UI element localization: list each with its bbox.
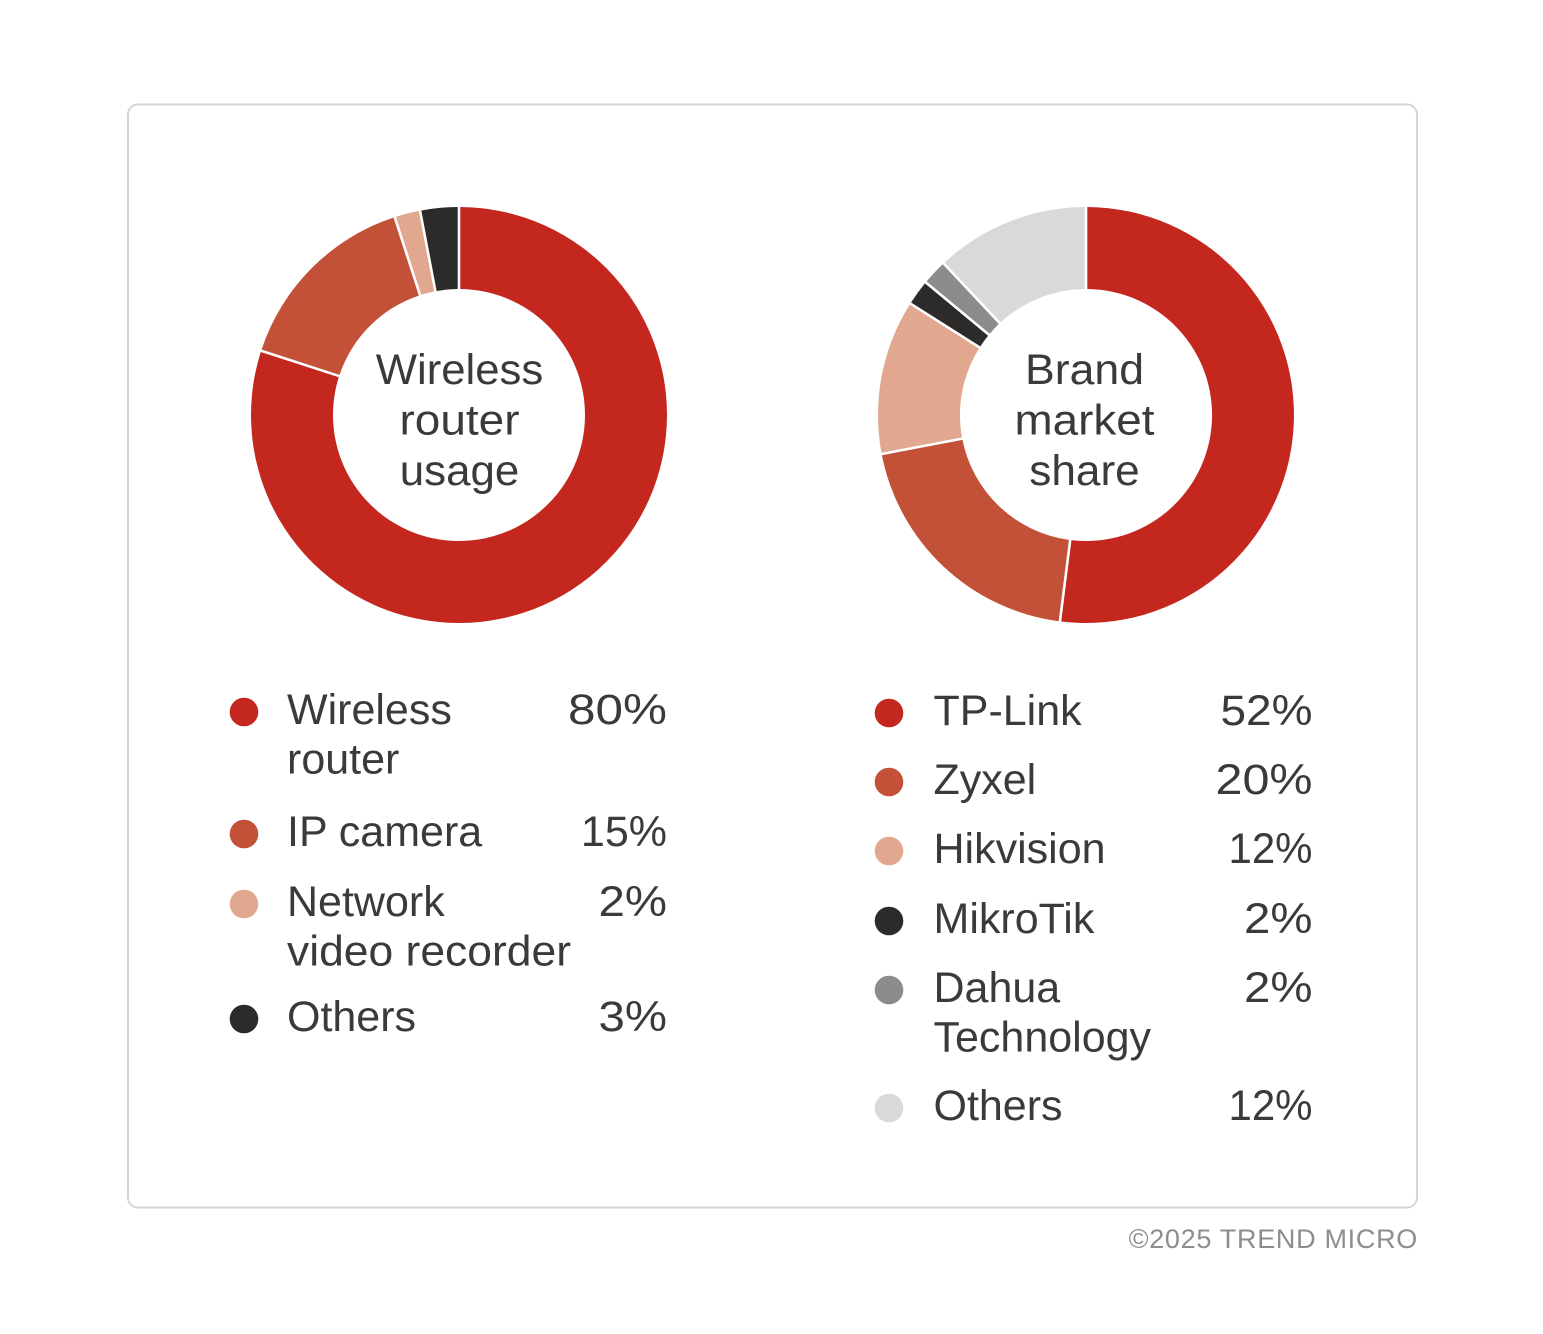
svg-text:Wireless: Wireless bbox=[287, 686, 452, 734]
svg-text:usage: usage bbox=[400, 447, 520, 495]
svg-text:52%: 52% bbox=[1221, 687, 1313, 735]
svg-text:Wireless: Wireless bbox=[376, 346, 544, 394]
svg-text:2%: 2% bbox=[1244, 895, 1313, 943]
svg-text:80%: 80% bbox=[568, 686, 667, 734]
svg-text:share: share bbox=[1029, 447, 1140, 495]
svg-text:2%: 2% bbox=[599, 878, 668, 926]
svg-text:router: router bbox=[287, 736, 399, 784]
svg-text:Hikvision: Hikvision bbox=[934, 825, 1106, 873]
svg-text:Network: Network bbox=[287, 878, 445, 926]
svg-text:Technology: Technology bbox=[934, 1014, 1152, 1062]
svg-text:market: market bbox=[1015, 397, 1155, 445]
svg-text:©2025 TREND MICRO: ©2025 TREND MICRO bbox=[1129, 1224, 1418, 1254]
svg-text:12%: 12% bbox=[1229, 825, 1313, 873]
svg-text:Zyxel: Zyxel bbox=[934, 756, 1037, 804]
svg-text:Brand: Brand bbox=[1025, 346, 1144, 394]
svg-text:Others: Others bbox=[287, 993, 416, 1041]
svg-text:video recorder: video recorder bbox=[287, 928, 571, 976]
svg-text:20%: 20% bbox=[1216, 756, 1313, 804]
svg-text:IP camera: IP camera bbox=[287, 808, 482, 856]
svg-text:TP-Link: TP-Link bbox=[934, 687, 1083, 735]
svg-text:MikroTik: MikroTik bbox=[934, 895, 1095, 943]
svg-text:router: router bbox=[400, 397, 520, 445]
svg-text:15%: 15% bbox=[581, 808, 667, 856]
svg-text:3%: 3% bbox=[599, 993, 668, 1041]
svg-text:Others: Others bbox=[934, 1082, 1063, 1130]
svg-text:Dahua: Dahua bbox=[934, 964, 1061, 1012]
svg-text:12%: 12% bbox=[1229, 1082, 1313, 1130]
svg-text:2%: 2% bbox=[1244, 964, 1313, 1012]
